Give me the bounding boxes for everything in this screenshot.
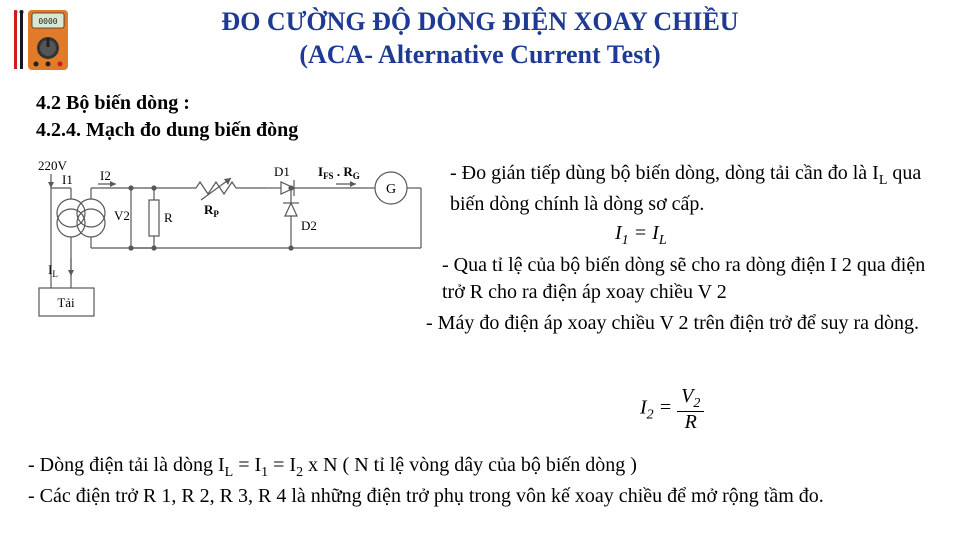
label-i2: I2 — [100, 168, 111, 183]
body-p3: - Máy đo điện áp xoay chiều V 2 trên điệ… — [426, 310, 950, 337]
body-p2: - Qua tỉ lệ của bộ biến dòng sẽ cho ra d… — [442, 252, 950, 306]
equation-i2-v2r: I2 = V2R — [640, 386, 704, 432]
label-r: R — [164, 210, 173, 225]
title-line-2: (ACA- Alternative Current Test) — [0, 39, 960, 72]
body-text: - Đo gián tiếp dùng bộ biến dòng, dòng t… — [450, 160, 950, 341]
section-4-2-4: 4.2.4. Mạch đo dung biến đòng — [36, 117, 298, 144]
section-headers: 4.2 Bộ biến dòng : 4.2.4. Mạch đo dung b… — [36, 90, 298, 144]
label-d1: D1 — [274, 164, 290, 179]
label-v2: V2 — [114, 208, 130, 223]
title-line-1: ĐO CƯỜNG ĐỘ DÒNG ĐIỆN XOAY CHIỀU — [0, 6, 960, 39]
svg-text:IL: IL — [48, 262, 58, 279]
circuit-diagram: 220V I1 I2 V2 R — [36, 158, 436, 338]
label-d2: D2 — [301, 218, 317, 233]
label-g: G — [386, 182, 396, 197]
bottom-text: - Dòng điện tải là dòng IL = I1 = I2 x N… — [28, 452, 948, 510]
svg-text:IFS . RG: IFS . RG — [318, 164, 360, 181]
equation-i1-il: I1 = IL — [615, 222, 667, 249]
label-tai: Tải — [57, 295, 75, 310]
page-title: ĐO CƯỜNG ĐỘ DÒNG ĐIỆN XOAY CHIỀU (ACA- A… — [0, 6, 960, 71]
section-4-2: 4.2 Bộ biến dòng : — [36, 90, 298, 117]
body-p1: - Đo gián tiếp dùng bộ biến dòng, dòng t… — [450, 160, 950, 218]
bottom-line-1: - Dòng điện tải là dòng IL = I1 = I2 x N… — [28, 452, 948, 483]
bottom-line-2: - Các điện trở R 1, R 2, R 3, R 4 là nhữ… — [28, 483, 948, 510]
svg-text:RP: RP — [204, 202, 219, 219]
label-220v: 220V — [38, 158, 68, 173]
label-i1: I1 — [62, 172, 73, 187]
